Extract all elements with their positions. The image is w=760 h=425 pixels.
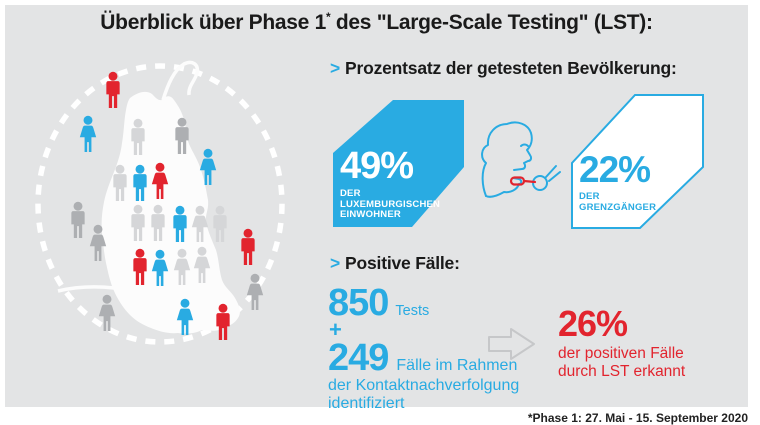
result-stat: 26% der positiven Fälle durch LST erkann… bbox=[558, 303, 686, 380]
residents-hexagon bbox=[333, 100, 464, 227]
positive-heading-label: Positive Fälle: bbox=[345, 253, 460, 273]
residents-label-line2: LUXEMBURGISCHEN bbox=[340, 198, 441, 210]
tested-section-heading: > Prozentsatz der getesteten Bevölkerung: bbox=[330, 58, 677, 79]
chevron-icon-2: > bbox=[330, 253, 341, 273]
chevron-icon: > bbox=[330, 58, 341, 78]
result-line2: durch LST erkannt bbox=[558, 362, 686, 380]
crossborder-hexagon bbox=[571, 94, 704, 229]
person-figure-mid_gray-female bbox=[98, 294, 116, 332]
residents-stat: 49% DER LUXEMBURGISCHEN EINWOHNER bbox=[340, 147, 465, 221]
crossborder-value: 22% bbox=[579, 149, 651, 190]
road-line bbox=[57, 285, 115, 293]
result-line1: der positiven Fälle bbox=[558, 345, 684, 362]
page-title: Überblick über Phase 1* des "Large-Scale… bbox=[5, 10, 748, 35]
contact-description-line1: der Kontaktnachverfolgung bbox=[328, 377, 520, 394]
crossborder-label-line2: GRENZGÄNGER bbox=[579, 201, 657, 213]
person-figure-mid_gray-male bbox=[71, 201, 85, 239]
swab-test-icon bbox=[481, 121, 561, 198]
title-asterisk: * bbox=[325, 10, 331, 24]
right-arrow-icon bbox=[488, 328, 535, 360]
positive-section-heading: > Positive Fälle: bbox=[330, 253, 460, 274]
tests-stat: 850 Tests bbox=[328, 282, 430, 324]
result-value: 26% bbox=[558, 303, 628, 344]
residents-value: 49% bbox=[340, 145, 414, 187]
footnote: *Phase 1: 27. Mai - 15. September 2020 bbox=[527, 411, 748, 425]
residents-label-line3: EINWOHNER bbox=[340, 209, 401, 220]
dashed-circle bbox=[35, 63, 285, 345]
plus-sign: + bbox=[329, 317, 342, 342]
crossborder-stat: 22% DER GRENZGÄNGER bbox=[579, 151, 704, 213]
crossborder-label-line1: DER bbox=[579, 191, 600, 202]
contact-stat: 249 Fälle im Rahmen bbox=[328, 337, 518, 379]
title-text-2: des "Large-Scale Testing" (LST): bbox=[330, 11, 653, 34]
tests-unit: Tests bbox=[395, 303, 430, 319]
contact-description-line2: identifiziert bbox=[328, 394, 405, 412]
person-figure-red-male bbox=[241, 228, 255, 266]
person-figure-blue-female bbox=[79, 115, 97, 153]
title-text: Überblick über Phase 1 bbox=[100, 11, 326, 34]
residents-label-line1: DER bbox=[340, 188, 361, 199]
river-line bbox=[161, 60, 200, 101]
contact-value: 249 bbox=[328, 337, 389, 379]
tested-heading-label: Prozentsatz der getesteten Bevölkerung: bbox=[345, 58, 677, 78]
contact-unit: Fälle im Rahmen bbox=[396, 357, 518, 374]
tests-value: 850 bbox=[328, 282, 389, 324]
person-figure-light_gray-male bbox=[213, 205, 227, 243]
contact-description: der Kontaktnachverfolgung identifiziert bbox=[328, 377, 519, 412]
